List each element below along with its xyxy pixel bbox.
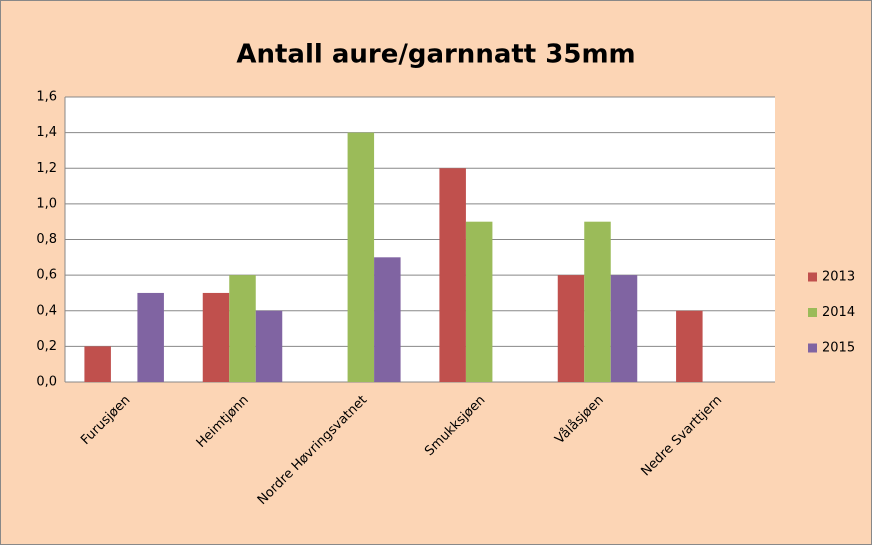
- bar: [84, 346, 111, 382]
- y-tick-label: 1,2: [36, 161, 57, 176]
- y-tick-label: 0,2: [36, 339, 57, 354]
- legend-swatch: [808, 308, 817, 317]
- bar: [229, 275, 256, 382]
- legend-label: 2014: [822, 305, 855, 320]
- y-tick-label: 0,6: [36, 268, 57, 283]
- legend-label: 2015: [822, 341, 855, 356]
- bar: [439, 168, 466, 382]
- bar: [465, 221, 493, 382]
- legend-swatch: [808, 343, 817, 353]
- chart-title: Antall aure/garnnatt 35mm: [236, 40, 635, 70]
- bar: [137, 292, 164, 382]
- bar: [610, 275, 638, 382]
- y-tick-label: 1,4: [36, 125, 57, 140]
- bar: [202, 292, 230, 382]
- bar: [255, 310, 283, 382]
- y-tick-label: 0,0: [36, 375, 57, 390]
- bar: [374, 257, 401, 382]
- bar: [584, 221, 611, 382]
- y-tick-label: 1,6: [36, 90, 57, 105]
- bar: [557, 275, 585, 382]
- y-tick-label: 0,4: [36, 303, 57, 318]
- legend-label: 2013: [822, 270, 855, 285]
- bar: [347, 132, 375, 382]
- y-tick-label: 1,0: [36, 196, 57, 211]
- bar: [676, 310, 703, 382]
- y-tick-label: 0,8: [36, 232, 57, 247]
- legend-swatch: [808, 272, 817, 282]
